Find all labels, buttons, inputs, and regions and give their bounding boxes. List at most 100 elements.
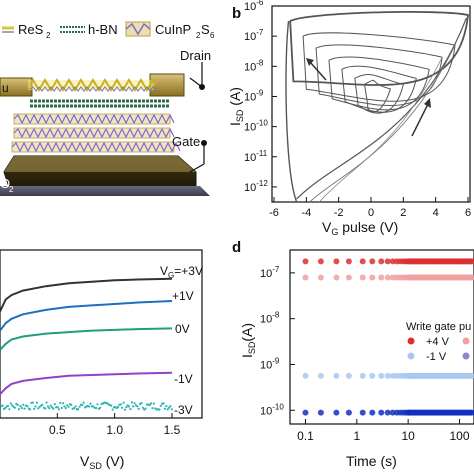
iv-point <box>137 407 140 410</box>
retention-point <box>302 274 309 281</box>
retention-point <box>359 409 366 416</box>
panel-b-curves <box>285 11 469 203</box>
ytick-label: 10-7 <box>244 28 264 43</box>
panel-d-xticks: 0.1 1 10 100 <box>297 419 470 443</box>
legend-marker-purple <box>462 352 470 360</box>
retention-point <box>389 274 396 281</box>
iv-curve <box>0 300 173 332</box>
iv-point <box>96 403 99 406</box>
iv-point <box>59 401 62 404</box>
iv-point <box>148 403 151 406</box>
xtick-label: 6 <box>465 207 471 219</box>
iv-point <box>16 403 19 406</box>
iv-point <box>13 406 16 409</box>
retention-point <box>345 274 352 281</box>
ytick-label: 10-9 <box>244 88 264 103</box>
iv-point <box>88 405 91 408</box>
iv-point <box>170 408 173 411</box>
iv-point <box>23 407 26 410</box>
retention-point <box>468 258 474 265</box>
ytick-label: 10-8 <box>244 58 264 73</box>
legend-title: Write gate pu <box>406 321 471 333</box>
xtick-label: 100 <box>449 429 469 443</box>
legend-cuinp-label: CuInP <box>155 22 191 37</box>
retention-point <box>384 372 391 379</box>
panel-b-label: b <box>232 5 241 22</box>
legend-cuinp2s6: CuInP 2 S 6 <box>125 21 215 40</box>
retention-point <box>468 274 474 281</box>
iv-point <box>26 405 29 408</box>
hbn-layer <box>30 99 170 108</box>
retention-point <box>389 258 396 265</box>
panel-d: d 10-7 10-8 10-9 10-10 0.1 1 10 100 ISD(A) Tim… <box>232 239 474 469</box>
iv-point <box>169 405 172 408</box>
iv-point <box>73 407 76 410</box>
iv-point <box>166 408 169 411</box>
curve-label-m3v: -3V <box>174 403 193 417</box>
iv-point <box>158 408 161 411</box>
iv-point <box>150 402 153 405</box>
source-electrode-label: u <box>2 81 9 95</box>
retention-point <box>468 409 474 416</box>
retention-point <box>302 409 309 416</box>
panel-c-curves <box>0 277 173 411</box>
panel-d-points <box>302 258 474 416</box>
iv-point <box>122 401 125 404</box>
legend-cuinp-sub1: 2 <box>196 31 201 40</box>
iv-point <box>49 404 52 407</box>
curve-label-0v: 0V <box>175 322 190 336</box>
iv-point <box>56 406 59 409</box>
ytick-label: 10-9 <box>260 356 280 371</box>
drain-label: Drain <box>180 48 211 63</box>
retention-point <box>333 372 340 379</box>
xtick-label: 1 <box>353 429 360 443</box>
retention-point <box>369 274 376 281</box>
ytick-label: 10-10 <box>244 119 268 134</box>
iv-point <box>63 405 66 408</box>
hysteresis-loop <box>315 44 443 106</box>
legend-cuinp-sub2: 6 <box>210 31 215 40</box>
iv-point <box>28 408 32 411</box>
iv-point <box>144 407 147 410</box>
iv-point <box>66 404 69 407</box>
iv-point <box>31 401 34 404</box>
retention-point <box>317 274 324 281</box>
retention-point <box>333 274 340 281</box>
iv-point <box>117 405 120 408</box>
retention-point <box>302 372 309 379</box>
iv-curve <box>0 371 173 395</box>
iv-point <box>128 405 131 408</box>
retention-point <box>359 258 366 265</box>
iv-point <box>129 408 132 411</box>
retention-point <box>378 258 385 265</box>
gate-label: Gate <box>172 134 200 149</box>
xtick-label: 4 <box>433 207 439 219</box>
cuinp2s6-lattice <box>11 141 181 153</box>
iv-point <box>111 408 114 411</box>
cuinp2s6-lattice <box>13 113 175 125</box>
iv-point <box>110 404 113 407</box>
substrate-base <box>0 186 210 196</box>
on-branch <box>309 45 456 203</box>
iv-point <box>141 406 144 409</box>
retention-point <box>384 409 391 416</box>
iv-point <box>119 403 122 406</box>
hysteresis-loop <box>302 32 456 102</box>
retention-point <box>333 258 340 265</box>
xtick-label: 0.5 <box>49 423 66 437</box>
on-branch <box>318 57 443 203</box>
retention-point <box>333 409 340 416</box>
curve-label-1v: +1V <box>172 289 194 303</box>
panel-b-ylabel: ISD (A) <box>227 87 245 126</box>
res2-layer <box>28 78 157 92</box>
iv-point <box>70 403 73 406</box>
iv-point <box>1 404 4 407</box>
panel-c-frame <box>0 249 203 419</box>
legend-res2-label: ReS <box>18 22 44 37</box>
iv-point <box>167 406 171 409</box>
xtick-label: 0.1 <box>297 429 314 443</box>
iv-point <box>35 401 39 404</box>
legend-hbn: h-BN <box>60 22 118 37</box>
iv-point <box>130 401 133 404</box>
panel-a-schematic: ReS 2 h-BN CuInP 2 S 6 Drain u <box>0 21 215 196</box>
